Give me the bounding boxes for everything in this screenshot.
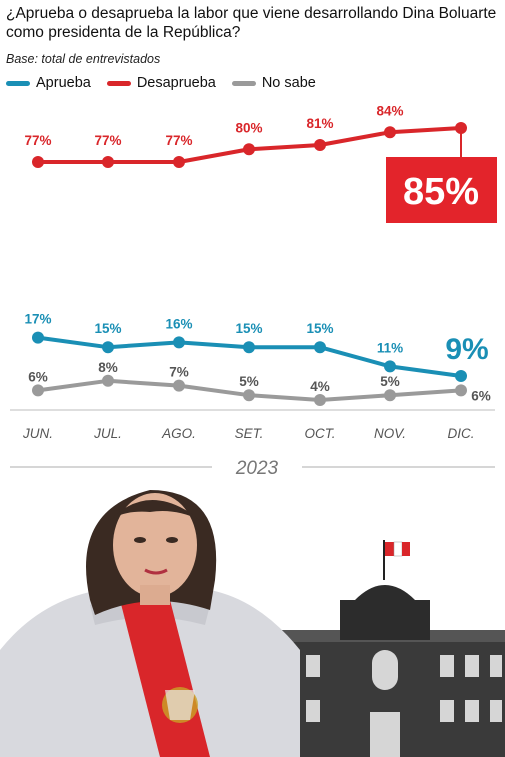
label-no-sabe-5: 4% [310, 379, 330, 394]
label-no-sabe-6: 5% [380, 374, 400, 389]
label-aprueba-6: 11% [377, 340, 403, 355]
label-no-sabe-1: 6% [28, 369, 48, 384]
label-aprueba-5: 15% [306, 321, 333, 336]
base-note: Base: total de entrevistados [6, 52, 161, 66]
point-no-sabe-1 [32, 384, 44, 397]
point-aprueba-3 [173, 336, 185, 349]
label-no-sabe-4: 5% [239, 374, 259, 389]
label-aprueba-4: 15% [235, 321, 262, 336]
year-label: 2023 [235, 458, 279, 479]
x-tick-label-4: SET. [235, 426, 264, 441]
x-tick-label-1: JUN. [22, 426, 53, 441]
legend-label-desaprueba: Desaprueba [136, 75, 216, 91]
label-no-sabe-3: 7% [169, 365, 189, 380]
label-no-sabe-7: 6% [471, 388, 491, 403]
line-chart: 85% 17% 15% 16% 15% 15% 11% 9% 77% 77% 77% 80% 81% 84… [10, 103, 497, 479]
point-aprueba-5 [314, 341, 326, 354]
legend-label-aprueba: Aprueba [36, 75, 91, 91]
label-desaprueba-6: 84% [376, 103, 403, 118]
legend: Aprueba Desaprueba No sabe [6, 75, 316, 91]
legend-label-no-sabe: No sabe [261, 75, 316, 91]
label-desaprueba-4: 80% [235, 120, 262, 135]
point-no-sabe-3 [173, 379, 185, 392]
palace-illustration [270, 540, 505, 757]
point-aprueba-6 [384, 360, 396, 373]
point-no-sabe-5 [314, 394, 326, 406]
x-tick-label-7: DIC. [448, 426, 475, 441]
point-aprueba-1 [32, 331, 44, 344]
point-aprueba-7 [455, 370, 467, 382]
label-aprueba-3: 16% [165, 316, 192, 331]
president-figure [0, 490, 300, 757]
point-no-sabe-4 [243, 389, 255, 402]
callout-value-desaprueba: 85% [403, 171, 479, 213]
x-tick-label-6: NOV. [374, 426, 406, 441]
legend-item-desaprueba: Desaprueba [106, 75, 216, 91]
label-desaprueba-1: 77% [24, 133, 51, 148]
label-aprueba-1: 17% [24, 312, 51, 327]
x-tick-label-3: AGO. [161, 426, 196, 441]
legend-item-aprueba: Aprueba [6, 75, 91, 91]
point-no-sabe-2 [102, 374, 114, 387]
point-desaprueba-6 [384, 126, 396, 139]
point-desaprueba-4 [243, 143, 255, 156]
point-desaprueba-2 [102, 156, 114, 168]
point-no-sabe-6 [384, 389, 396, 402]
point-desaprueba-1 [32, 156, 44, 168]
label-desaprueba-3: 77% [165, 133, 192, 148]
label-aprueba-7: 9% [445, 333, 488, 366]
label-no-sabe-2: 8% [98, 360, 118, 375]
callout-box-desaprueba [386, 157, 497, 223]
point-desaprueba-3 [173, 156, 185, 168]
point-desaprueba-5 [314, 139, 326, 151]
point-aprueba-2 [102, 341, 114, 354]
x-tick-label-2: JUL. [93, 426, 122, 441]
legend-swatch-desaprueba [106, 80, 131, 86]
label-desaprueba-5: 81% [306, 116, 333, 131]
legend-swatch-no-sabe [231, 80, 256, 86]
point-no-sabe-7 [455, 384, 467, 397]
label-desaprueba-2: 77% [94, 133, 121, 148]
label-aprueba-2: 15% [94, 321, 121, 336]
legend-item-no-sabe: No sabe [231, 75, 316, 91]
chart-title: ¿Aprueba o desaprueba la labor que viene… [6, 5, 497, 41]
president-photo [0, 490, 505, 757]
point-desaprueba-7 [455, 122, 467, 134]
x-tick-label-5: OCT. [304, 426, 335, 441]
point-aprueba-4 [243, 341, 255, 354]
legend-swatch-aprueba [6, 80, 30, 86]
